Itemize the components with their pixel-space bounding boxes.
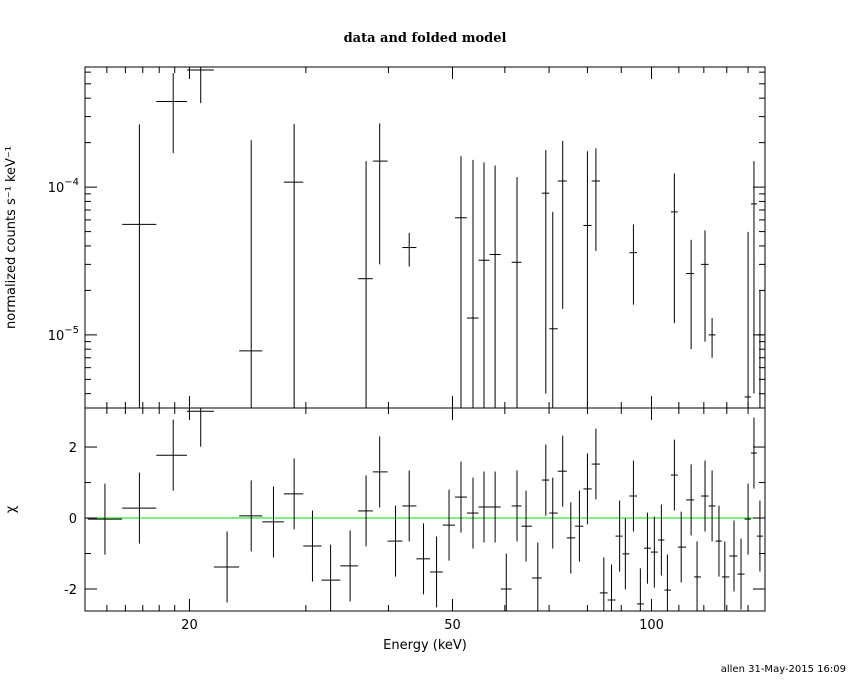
x-tick-label: 20 xyxy=(181,618,198,633)
y-axis-label: χ xyxy=(4,505,19,513)
plot-area xyxy=(85,408,765,611)
y-tick-exponent: −5 xyxy=(64,325,79,336)
footer: allen 31-May-2015 16:09 xyxy=(721,664,846,675)
x-tick-label: 50 xyxy=(444,618,461,633)
y-tick-exponent: −4 xyxy=(64,177,79,188)
frame xyxy=(84,66,766,409)
y-tick-base: 10 xyxy=(48,329,65,344)
y-tick-label: -2 xyxy=(64,583,77,598)
y-axis-label: normalized counts s⁻¹ keV⁻¹ xyxy=(4,146,19,329)
y-tick-label: 10−4 xyxy=(48,177,79,196)
plot-area xyxy=(122,67,763,408)
y-tick-label: 0 xyxy=(69,512,77,527)
chart-title: data and folded model xyxy=(344,31,507,46)
x-axis-label: Energy (keV) xyxy=(383,638,467,653)
y-tick-label: 2 xyxy=(69,441,77,456)
y-tick-label: 10−5 xyxy=(48,325,79,344)
frame xyxy=(84,407,766,612)
x-tick-label: 100 xyxy=(639,618,664,633)
y-tick-base: 10 xyxy=(48,181,65,196)
